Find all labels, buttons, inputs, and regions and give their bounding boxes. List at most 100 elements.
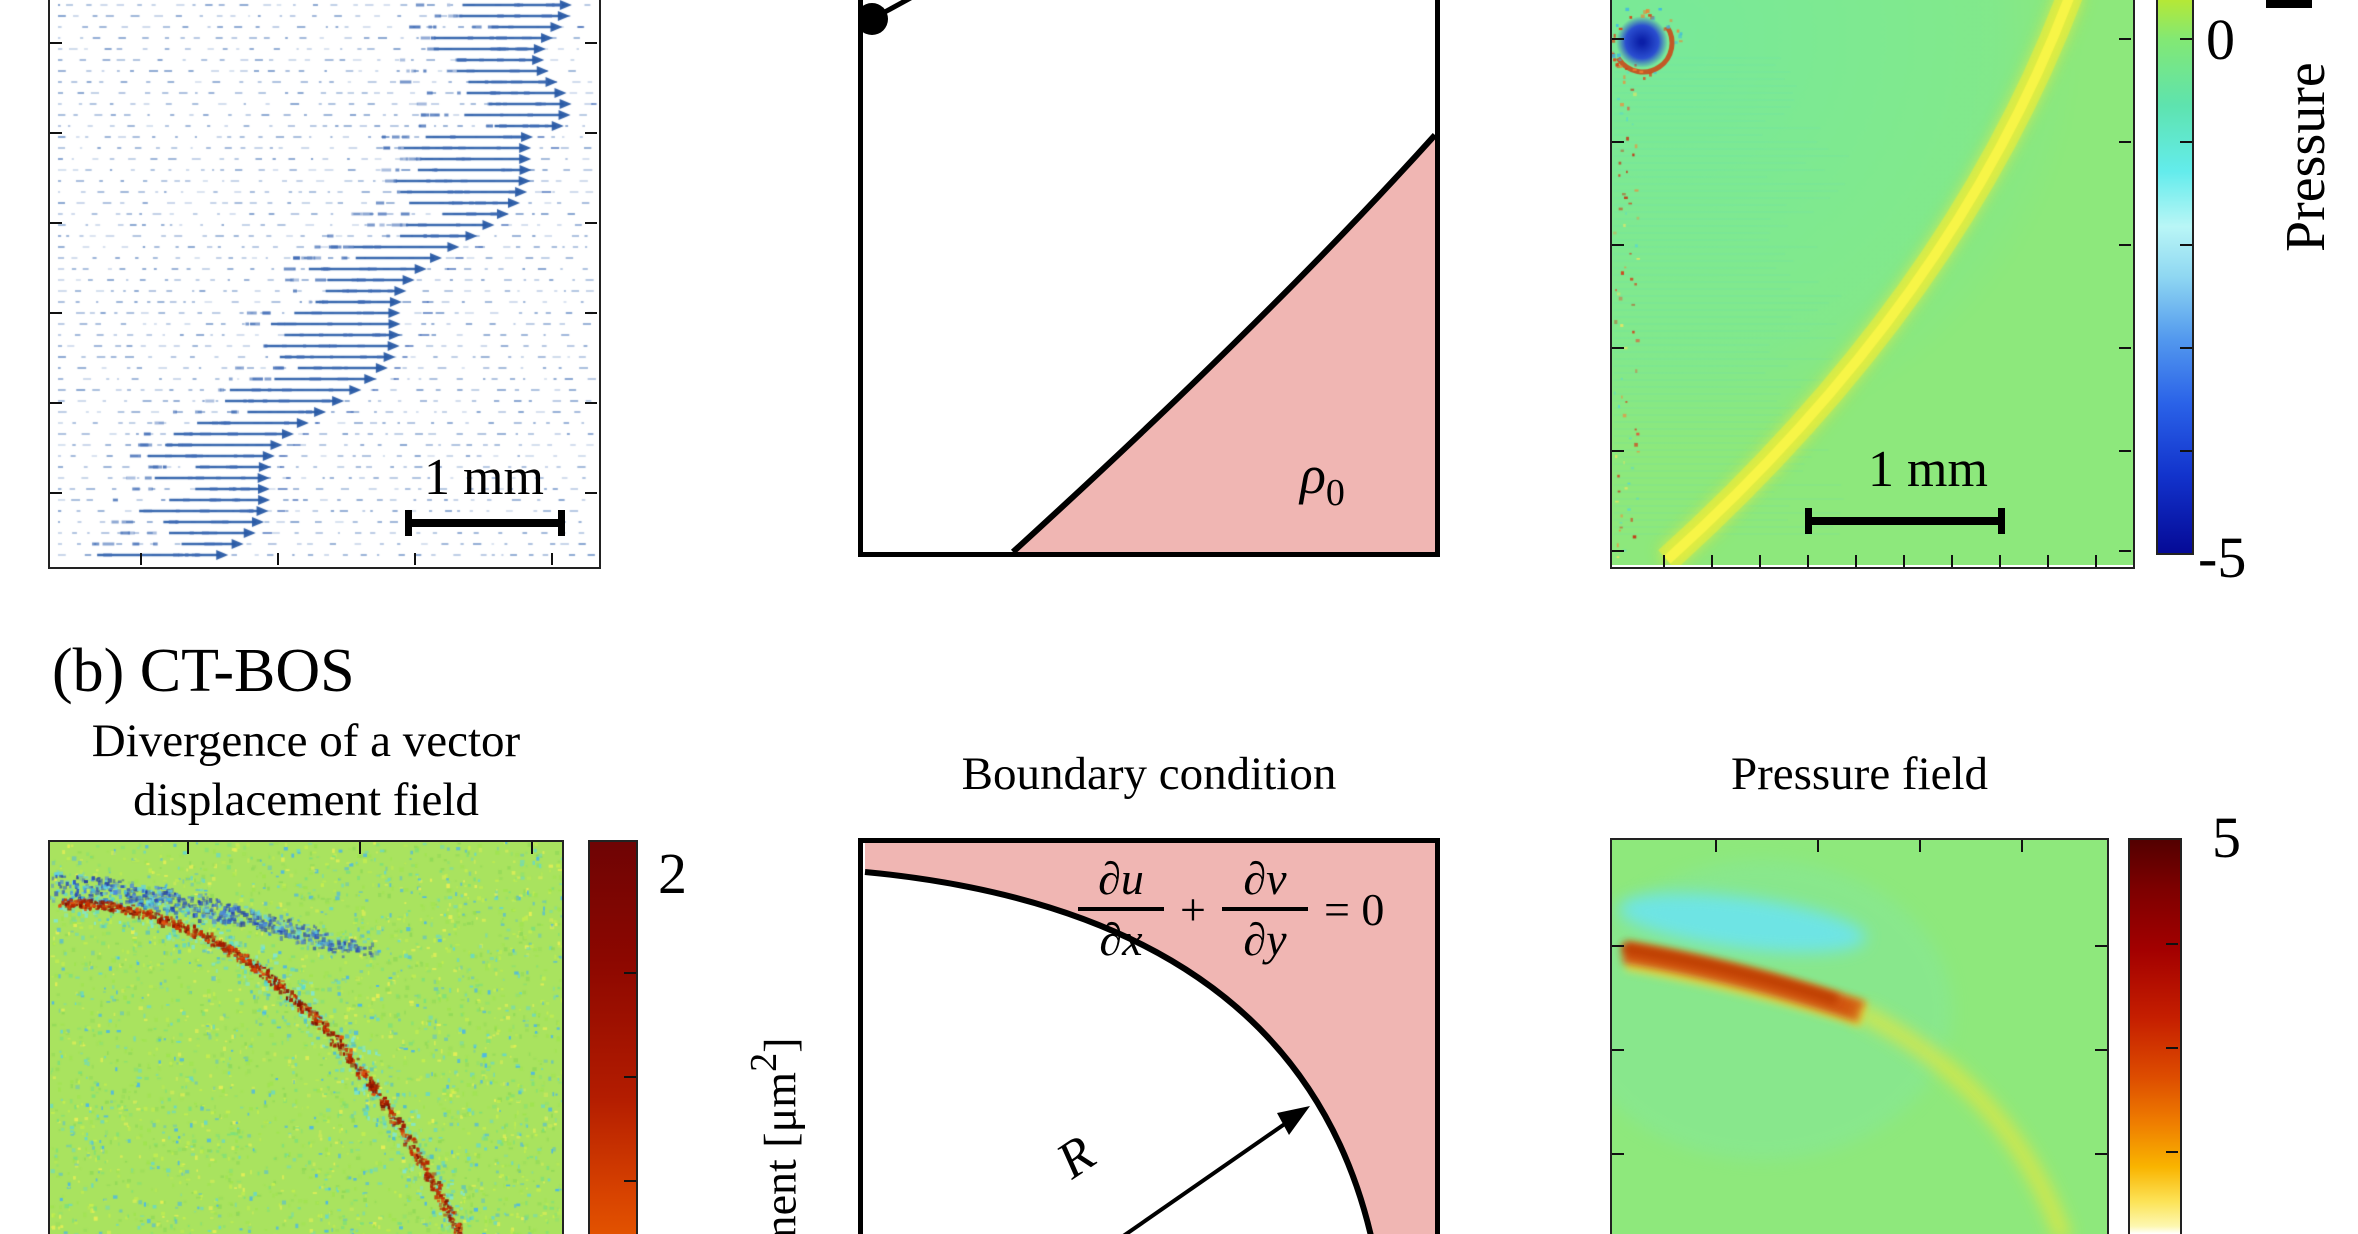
tick-mark — [50, 492, 62, 494]
tick-mark — [277, 553, 279, 565]
dv-dy-fraction: ∂v ∂y — [1221, 852, 1308, 966]
axis-label-superscript: 2 — [743, 1052, 785, 1072]
tick-mark — [1855, 555, 1857, 567]
pressure-field-image — [1612, 0, 2133, 565]
tick-mark — [624, 1076, 636, 1078]
pressure-field-bottom-drawing — [1612, 860, 2071, 1234]
scalebar-endcap — [1998, 508, 2005, 534]
boundary-diagram-bottom-drawing — [864, 843, 1435, 1234]
tick-mark — [2119, 550, 2131, 552]
tick-mark — [187, 842, 189, 854]
pressure-panel-title: Pressure field — [1730, 748, 1989, 800]
quiver-field-image — [50, 0, 599, 565]
tick-mark — [1715, 840, 1717, 852]
tick-mark — [2166, 943, 2178, 945]
tick-mark — [585, 132, 597, 134]
fraction-bar — [1221, 907, 1308, 911]
tick-mark — [531, 842, 533, 854]
divergence-axis-label: cement [μm2] — [742, 962, 806, 1234]
bracket-fragment — [2266, 0, 2312, 8]
du-dx-fraction: ∂u ∂x — [1078, 852, 1164, 966]
radius-arrowhead — [1277, 1106, 1310, 1135]
tick-mark — [2166, 1151, 2178, 1153]
pressure-unit-label: [Pa] — [2270, 1155, 2332, 1234]
boundary-equation: ∂u ∂x + ∂v ∂y = 0 — [1078, 852, 1384, 966]
tick-mark — [50, 222, 62, 224]
tick-mark — [2095, 1049, 2107, 1051]
quiver-scalebar-label: 1 mm — [424, 449, 544, 506]
open-boundary-region — [865, 843, 1435, 1234]
colorbar-tick-label-neg5: -5 — [2198, 525, 2247, 590]
divergence-panel-title: Divergence of a vector displacement fiel… — [48, 712, 564, 830]
tick-mark — [585, 492, 597, 494]
divergence-field-image — [50, 842, 562, 1234]
tick-mark — [1711, 555, 1713, 567]
divergence-title-line1: Divergence of a vector — [91, 715, 521, 767]
tick-mark — [2180, 141, 2192, 143]
tick-mark — [1612, 38, 1624, 40]
tick-mark — [50, 312, 62, 314]
plus-operator: + — [1180, 883, 1206, 935]
tick-mark — [1759, 555, 1761, 567]
scalebar-line — [1805, 517, 2005, 525]
displacement-vector-panel — [48, 0, 601, 569]
tick-mark — [1612, 1049, 1624, 1051]
tick-mark — [2047, 555, 2049, 567]
axis-label-text: cement [μm — [754, 1071, 806, 1234]
divergence-colorbar-tick-label: 2 — [658, 841, 687, 906]
tick-mark — [1817, 840, 1819, 852]
tick-mark — [2095, 945, 2107, 947]
axis-label-bracket: ] — [754, 1037, 806, 1053]
tick-mark — [2180, 347, 2192, 349]
tick-mark — [50, 402, 62, 404]
tick-mark — [2095, 555, 2097, 567]
tick-mark — [1919, 840, 1921, 852]
tick-mark — [2119, 450, 2131, 452]
pressure-field-bottom-panel — [1610, 838, 2109, 1234]
boundary-diagram-bottom-panel — [858, 838, 1440, 1234]
scalebar-line — [405, 519, 565, 527]
fraction-bar — [1078, 907, 1164, 911]
pressure-field-top-panel — [1610, 0, 2135, 569]
divergence-colorbar — [588, 840, 638, 1234]
tick-mark — [2119, 244, 2131, 246]
tick-mark — [359, 842, 361, 854]
negative-pressure-lobe — [1617, 893, 1867, 953]
tick-mark — [585, 402, 597, 404]
pressure-colorbar-top — [2156, 0, 2194, 555]
divergence-field-panel — [48, 840, 564, 1234]
quiver-scalebar — [405, 510, 565, 536]
ambient-density-label: ρ0 — [1300, 444, 1345, 515]
tick-mark — [2180, 450, 2192, 452]
colorbar-tick-label-zero: 0 — [2206, 7, 2235, 72]
tick-mark — [1612, 347, 1624, 349]
equation-denominator-x: ∂x — [1099, 914, 1143, 965]
tick-mark — [50, 42, 62, 44]
pressure-scalebar — [1805, 508, 2005, 534]
equation-numerator-v: ∂v — [1243, 853, 1287, 904]
tick-mark — [414, 553, 416, 565]
radius-arrow-line — [1122, 1112, 1301, 1234]
scalebar-endcap — [558, 510, 565, 536]
pressure-colorbar-bottom — [2128, 838, 2182, 1234]
pressure-scalebar-label: 1 mm — [1868, 441, 1988, 498]
tick-mark — [1612, 945, 1624, 947]
tick-mark — [2021, 840, 2023, 852]
tick-mark — [2180, 244, 2192, 246]
rho-subscript: 0 — [1325, 471, 1345, 514]
tick-mark — [1612, 550, 1624, 552]
tick-mark — [140, 553, 142, 565]
tick-mark — [1663, 555, 1665, 567]
tick-mark — [624, 1180, 636, 1182]
section-b-label: (b) CT-BOS — [52, 637, 355, 705]
tick-mark — [1612, 141, 1624, 143]
tick-mark — [2119, 141, 2131, 143]
tick-mark — [50, 132, 62, 134]
ambient-density-region — [1013, 135, 1435, 552]
tick-mark — [585, 42, 597, 44]
boundary-diagram-top-drawing — [863, 0, 1435, 552]
divergence-title-line2: displacement field — [133, 774, 479, 827]
pressure-colorbar-tick-label: 5 — [2212, 805, 2241, 870]
source-point-dot — [863, 3, 888, 35]
